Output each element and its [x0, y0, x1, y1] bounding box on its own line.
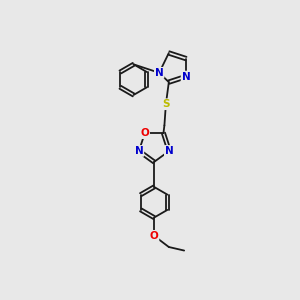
Text: N: N	[135, 146, 143, 156]
Text: S: S	[162, 99, 169, 109]
Text: O: O	[140, 128, 149, 138]
Text: N: N	[155, 68, 164, 78]
Text: O: O	[150, 231, 158, 241]
Text: N: N	[165, 146, 174, 156]
Text: N: N	[182, 72, 190, 82]
